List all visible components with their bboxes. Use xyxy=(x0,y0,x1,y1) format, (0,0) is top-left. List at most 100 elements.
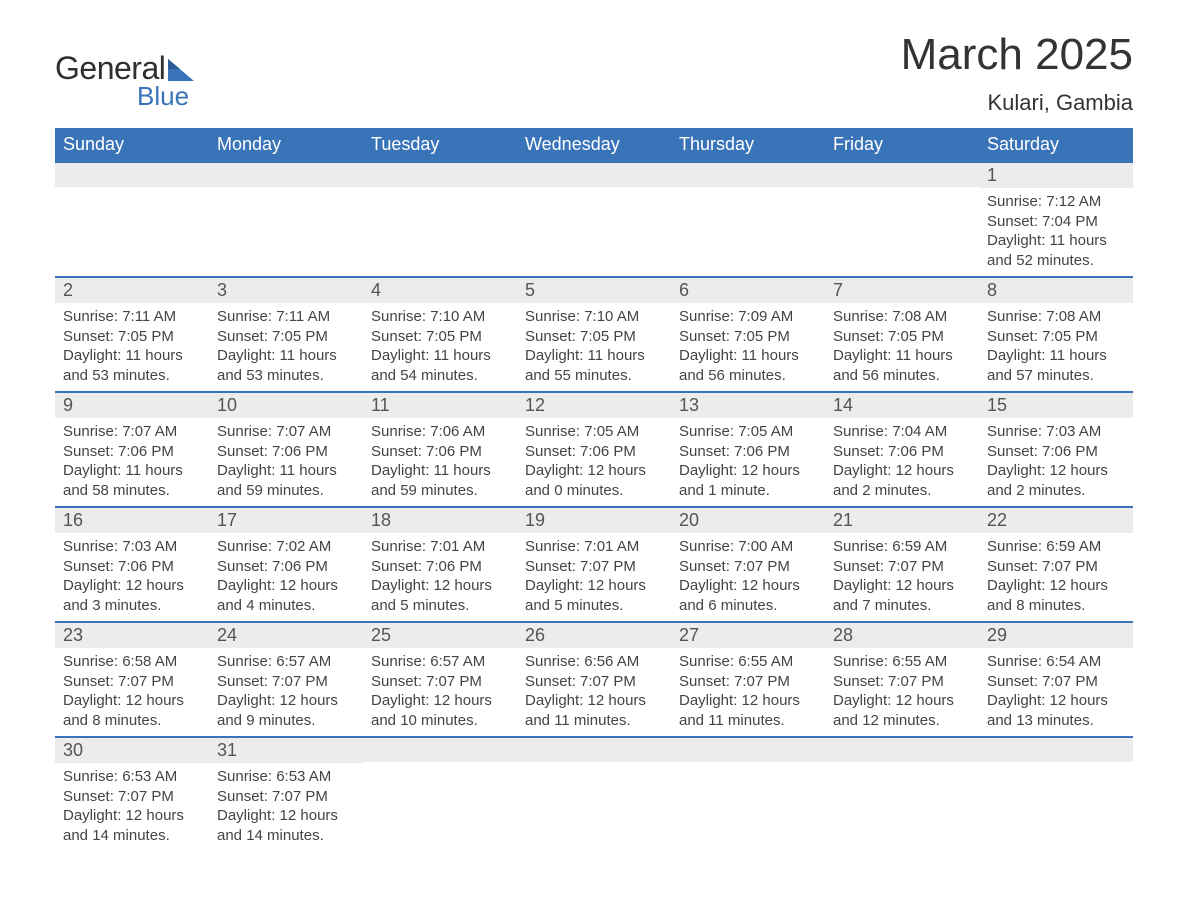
calendar-cell: 24Sunrise: 6:57 AMSunset: 7:07 PMDayligh… xyxy=(209,622,363,737)
daylight-text: Daylight: 11 hours and 55 minutes. xyxy=(525,346,663,385)
day-body: Sunrise: 6:53 AMSunset: 7:07 PMDaylight:… xyxy=(55,763,209,851)
day-of-week-header: Thursday xyxy=(671,128,825,162)
sunset-text: Sunset: 7:06 PM xyxy=(525,442,663,462)
sunset-text: Sunset: 7:06 PM xyxy=(679,442,817,462)
calendar-cell: 17Sunrise: 7:02 AMSunset: 7:06 PMDayligh… xyxy=(209,507,363,622)
day-number xyxy=(517,163,671,187)
sunrise-text: Sunrise: 7:08 AM xyxy=(987,307,1125,327)
sunset-text: Sunset: 7:07 PM xyxy=(833,557,971,577)
sunset-text: Sunset: 7:06 PM xyxy=(987,442,1125,462)
days-of-week-row: SundayMondayTuesdayWednesdayThursdayFrid… xyxy=(55,128,1133,162)
day-body xyxy=(55,187,209,259)
calendar-cell: 23Sunrise: 6:58 AMSunset: 7:07 PMDayligh… xyxy=(55,622,209,737)
day-number: 17 xyxy=(209,508,363,533)
calendar-cell: 30Sunrise: 6:53 AMSunset: 7:07 PMDayligh… xyxy=(55,737,209,851)
sunset-text: Sunset: 7:07 PM xyxy=(525,557,663,577)
calendar-cell xyxy=(55,162,209,277)
day-body xyxy=(209,187,363,259)
day-number: 24 xyxy=(209,623,363,648)
day-body: Sunrise: 7:07 AMSunset: 7:06 PMDaylight:… xyxy=(55,418,209,506)
calendar-cell xyxy=(517,162,671,277)
daylight-text: Daylight: 11 hours and 52 minutes. xyxy=(987,231,1125,270)
brand-name-2: Blue xyxy=(137,81,194,112)
calendar-cell: 13Sunrise: 7:05 AMSunset: 7:06 PMDayligh… xyxy=(671,392,825,507)
daylight-text: Daylight: 11 hours and 58 minutes. xyxy=(63,461,201,500)
calendar-cell: 20Sunrise: 7:00 AMSunset: 7:07 PMDayligh… xyxy=(671,507,825,622)
calendar-week-row: 2Sunrise: 7:11 AMSunset: 7:05 PMDaylight… xyxy=(55,277,1133,392)
day-number: 13 xyxy=(671,393,825,418)
sunset-text: Sunset: 7:07 PM xyxy=(679,557,817,577)
sunset-text: Sunset: 7:06 PM xyxy=(833,442,971,462)
sunrise-text: Sunrise: 6:57 AM xyxy=(371,652,509,672)
day-body: Sunrise: 7:02 AMSunset: 7:06 PMDaylight:… xyxy=(209,533,363,621)
day-number: 10 xyxy=(209,393,363,418)
calendar-cell: 5Sunrise: 7:10 AMSunset: 7:05 PMDaylight… xyxy=(517,277,671,392)
header: General Blue March 2025 Kulari, Gambia xyxy=(55,30,1133,116)
day-body: Sunrise: 7:03 AMSunset: 7:06 PMDaylight:… xyxy=(55,533,209,621)
day-body: Sunrise: 6:57 AMSunset: 7:07 PMDaylight:… xyxy=(209,648,363,736)
calendar-cell xyxy=(671,737,825,851)
day-number xyxy=(363,738,517,762)
sunrise-text: Sunrise: 6:54 AM xyxy=(987,652,1125,672)
day-number xyxy=(363,163,517,187)
calendar-cell: 16Sunrise: 7:03 AMSunset: 7:06 PMDayligh… xyxy=(55,507,209,622)
sunset-text: Sunset: 7:06 PM xyxy=(371,557,509,577)
day-body xyxy=(671,762,825,834)
day-of-week-header: Wednesday xyxy=(517,128,671,162)
calendar-cell: 10Sunrise: 7:07 AMSunset: 7:06 PMDayligh… xyxy=(209,392,363,507)
sunrise-text: Sunrise: 7:01 AM xyxy=(371,537,509,557)
day-body: Sunrise: 6:55 AMSunset: 7:07 PMDaylight:… xyxy=(825,648,979,736)
day-number: 28 xyxy=(825,623,979,648)
daylight-text: Daylight: 12 hours and 5 minutes. xyxy=(525,576,663,615)
sunrise-text: Sunrise: 6:57 AM xyxy=(217,652,355,672)
day-number: 8 xyxy=(979,278,1133,303)
daylight-text: Daylight: 12 hours and 9 minutes. xyxy=(217,691,355,730)
day-body xyxy=(671,187,825,259)
day-body: Sunrise: 7:10 AMSunset: 7:05 PMDaylight:… xyxy=(517,303,671,391)
day-body: Sunrise: 6:53 AMSunset: 7:07 PMDaylight:… xyxy=(209,763,363,851)
sunrise-text: Sunrise: 6:55 AM xyxy=(679,652,817,672)
day-body xyxy=(517,187,671,259)
day-body xyxy=(825,187,979,259)
day-body xyxy=(363,762,517,834)
day-number: 30 xyxy=(55,738,209,763)
calendar-cell: 31Sunrise: 6:53 AMSunset: 7:07 PMDayligh… xyxy=(209,737,363,851)
day-body: Sunrise: 7:05 AMSunset: 7:06 PMDaylight:… xyxy=(671,418,825,506)
sunset-text: Sunset: 7:07 PM xyxy=(371,672,509,692)
day-number xyxy=(825,738,979,762)
location-label: Kulari, Gambia xyxy=(901,90,1133,116)
calendar-cell: 9Sunrise: 7:07 AMSunset: 7:06 PMDaylight… xyxy=(55,392,209,507)
day-number: 4 xyxy=(363,278,517,303)
day-number: 2 xyxy=(55,278,209,303)
day-body: Sunrise: 6:57 AMSunset: 7:07 PMDaylight:… xyxy=(363,648,517,736)
calendar-week-row: 1Sunrise: 7:12 AMSunset: 7:04 PMDaylight… xyxy=(55,162,1133,277)
daylight-text: Daylight: 12 hours and 0 minutes. xyxy=(525,461,663,500)
day-number: 19 xyxy=(517,508,671,533)
day-body: Sunrise: 7:10 AMSunset: 7:05 PMDaylight:… xyxy=(363,303,517,391)
calendar-cell xyxy=(825,162,979,277)
sunrise-text: Sunrise: 6:58 AM xyxy=(63,652,201,672)
day-number: 23 xyxy=(55,623,209,648)
day-body: Sunrise: 6:59 AMSunset: 7:07 PMDaylight:… xyxy=(979,533,1133,621)
sunset-text: Sunset: 7:05 PM xyxy=(525,327,663,347)
day-number: 22 xyxy=(979,508,1133,533)
calendar-cell: 22Sunrise: 6:59 AMSunset: 7:07 PMDayligh… xyxy=(979,507,1133,622)
sunset-text: Sunset: 7:07 PM xyxy=(63,787,201,807)
sunset-text: Sunset: 7:05 PM xyxy=(63,327,201,347)
daylight-text: Daylight: 12 hours and 13 minutes. xyxy=(987,691,1125,730)
calendar-table: SundayMondayTuesdayWednesdayThursdayFrid… xyxy=(55,128,1133,851)
sunrise-text: Sunrise: 6:59 AM xyxy=(987,537,1125,557)
day-body: Sunrise: 7:05 AMSunset: 7:06 PMDaylight:… xyxy=(517,418,671,506)
daylight-text: Daylight: 11 hours and 54 minutes. xyxy=(371,346,509,385)
calendar-cell: 18Sunrise: 7:01 AMSunset: 7:06 PMDayligh… xyxy=(363,507,517,622)
daylight-text: Daylight: 11 hours and 53 minutes. xyxy=(63,346,201,385)
calendar-cell xyxy=(671,162,825,277)
calendar-body: 1Sunrise: 7:12 AMSunset: 7:04 PMDaylight… xyxy=(55,162,1133,851)
calendar-cell: 4Sunrise: 7:10 AMSunset: 7:05 PMDaylight… xyxy=(363,277,517,392)
sunrise-text: Sunrise: 7:07 AM xyxy=(217,422,355,442)
sunrise-text: Sunrise: 7:03 AM xyxy=(987,422,1125,442)
flag-icon xyxy=(168,59,194,81)
day-number: 11 xyxy=(363,393,517,418)
brand-logo: General Blue xyxy=(55,50,194,112)
sunrise-text: Sunrise: 7:05 AM xyxy=(525,422,663,442)
